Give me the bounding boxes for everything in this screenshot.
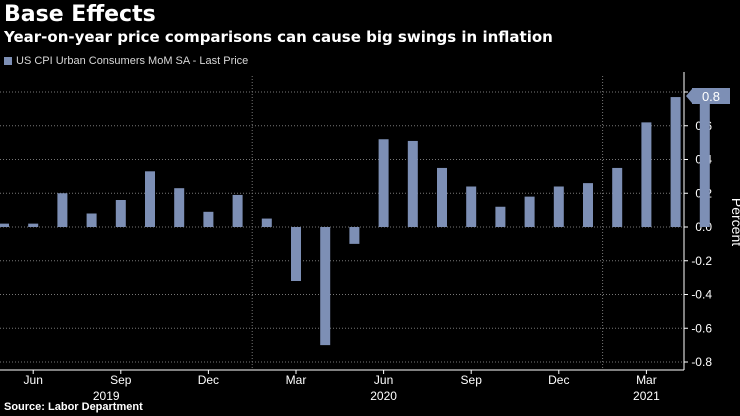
last-value-box: [692, 88, 730, 104]
x-year-label: 2020: [370, 389, 397, 403]
chart-title: Base Effects: [4, 2, 156, 27]
x-tick-label: Sep: [110, 373, 132, 387]
bar: [174, 188, 185, 227]
bar: [0, 223, 9, 227]
x-tick-label: Mar: [286, 373, 307, 387]
y-axis-title: Percent: [729, 198, 740, 246]
bar: [145, 171, 155, 227]
bar: [261, 218, 272, 227]
x-tick-label: Mar: [636, 373, 657, 387]
source-note: Source: Labor Department: [4, 401, 143, 413]
x-tick-label: Sep: [461, 373, 483, 387]
bar: [291, 227, 301, 281]
bar: [86, 213, 97, 227]
bar: [641, 122, 652, 227]
bar: [437, 167, 447, 227]
bar: [115, 200, 126, 227]
last-value-label: 0.8: [702, 89, 720, 104]
last-value-pointer: [686, 89, 692, 103]
legend-swatch: [4, 57, 12, 65]
x-year-label: 2021: [633, 389, 660, 403]
y-tick-label: -0.6: [691, 321, 712, 335]
x-tick-label: Jun: [24, 373, 43, 387]
bar: [28, 223, 39, 227]
x-year-label: 2019: [93, 389, 120, 403]
bar: [699, 97, 710, 227]
legend: US CPI Urban Consumers MoM SA - Last Pri…: [4, 55, 248, 67]
bar: [495, 206, 506, 227]
bar: [466, 186, 477, 227]
bar: [524, 196, 535, 227]
bar: [583, 183, 593, 227]
x-tick-label: Jun: [374, 373, 393, 387]
y-tick-label: -0.8: [691, 355, 712, 369]
bar: [407, 140, 418, 227]
bar: [203, 211, 214, 227]
chart-subtitle: Year-on-year price comparisons can cause…: [4, 28, 553, 46]
x-tick-label: Dec: [198, 373, 219, 387]
bar: [612, 167, 623, 227]
bar: [670, 97, 681, 227]
legend-label: US CPI Urban Consumers MoM SA - Last Pri…: [16, 55, 249, 67]
bar: [320, 227, 331, 346]
x-tick-label: Dec: [548, 373, 569, 387]
bar: [553, 186, 564, 227]
bar: [57, 193, 68, 227]
bar: [378, 139, 389, 227]
bar: [349, 227, 360, 244]
y-tick-label: -0.4: [691, 288, 712, 302]
y-tick-label: -0.2: [691, 254, 712, 268]
bar: [232, 194, 243, 227]
